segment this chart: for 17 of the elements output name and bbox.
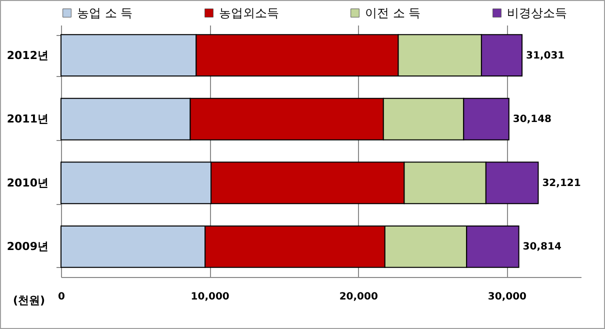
legend-label: 이전 소 득: [365, 6, 421, 20]
x-tick-label: 30,000: [488, 292, 527, 302]
y-tick-label: 2009년: [6, 240, 48, 254]
y-tick-label: 2010년: [6, 176, 48, 190]
total-label: 30,814: [522, 242, 562, 253]
text: (천원): [13, 293, 46, 308]
y-tick-label: 2012년: [6, 48, 48, 62]
total-label: 32,121: [542, 178, 581, 189]
x-tick-label: 0: [58, 292, 66, 302]
x-tick-label: 10,000: [190, 292, 230, 302]
legend-label: 농업 소 득: [77, 6, 133, 20]
y-tick-label: 2011년: [6, 112, 48, 126]
x-tick-label: 20,000: [339, 292, 378, 302]
legend-label: 농업외소득: [219, 6, 279, 20]
total-label: 30,148: [512, 114, 552, 126]
total-label: 31,031: [526, 50, 565, 62]
legend-label: 비경상소득: [507, 6, 567, 20]
